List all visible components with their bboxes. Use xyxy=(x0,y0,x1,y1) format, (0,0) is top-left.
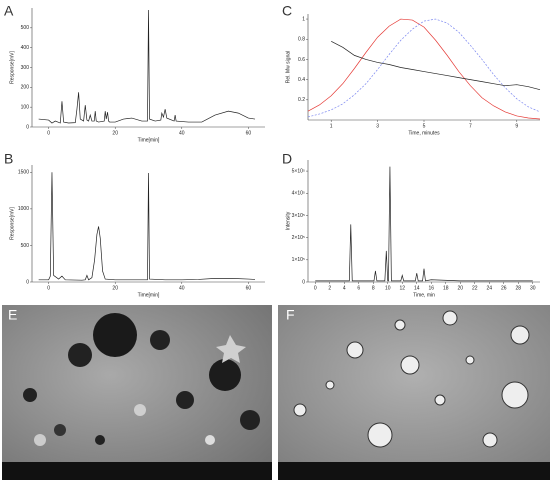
x-tick-label: 12 xyxy=(399,285,405,291)
series-line xyxy=(307,18,541,118)
y-tick-label: 200 xyxy=(21,85,30,91)
y-tick-label: 500 xyxy=(21,25,30,31)
x-axis-label: Time, minutes xyxy=(408,130,440,136)
series-line xyxy=(307,18,541,120)
y-axis-label: Response[mV] xyxy=(9,50,15,83)
y-tick-label: 0.2 xyxy=(298,97,305,103)
x-tick-label: 18 xyxy=(443,285,449,291)
y-tick-label: 1 xyxy=(302,16,305,22)
y-tick-label: 0 xyxy=(302,279,305,285)
x-tick-label: 40 xyxy=(179,130,185,136)
panel-label: A xyxy=(4,3,14,19)
y-tick-label: 1×10⁵ xyxy=(292,257,305,263)
y-tick-label: 4×10⁵ xyxy=(292,191,305,197)
x-tick-label: 22 xyxy=(472,285,478,291)
x-tick-label: 2 xyxy=(328,285,331,291)
x-axis-label: Time[min] xyxy=(138,292,160,298)
x-tick-label: 9 xyxy=(515,123,518,129)
x-axis-label: Time[min] xyxy=(138,137,160,143)
y-axis-label: Intensity xyxy=(285,211,291,230)
x-tick-label: 1 xyxy=(330,123,333,129)
x-tick-label: 14 xyxy=(414,285,420,291)
y-tick-label: 3×10⁵ xyxy=(292,213,305,219)
panel-label: C xyxy=(282,3,292,19)
x-tick-label: 4 xyxy=(343,285,346,291)
y-tick-label: 0.4 xyxy=(298,77,305,83)
series-line xyxy=(315,166,533,282)
y-tick-label: 5×10⁵ xyxy=(292,168,305,174)
series-line xyxy=(38,172,256,281)
sem-image-e: E xyxy=(2,305,272,480)
y-tick-label: 1000 xyxy=(18,206,29,212)
x-tick-label: 20 xyxy=(112,130,118,136)
x-tick-label: 7 xyxy=(469,123,472,129)
x-tick-label: 8 xyxy=(372,285,375,291)
sem-image-f: F xyxy=(278,305,550,480)
y-tick-label: 0.6 xyxy=(298,57,305,63)
x-tick-label: 24 xyxy=(486,285,492,291)
y-axis-label: Response[mV] xyxy=(9,206,15,239)
x-tick-label: 10 xyxy=(385,285,391,291)
y-tick-label: 300 xyxy=(21,65,30,71)
y-tick-label: 0 xyxy=(26,279,29,285)
x-tick-label: 0 xyxy=(47,130,50,136)
y-tick-label: 0.8 xyxy=(298,37,305,43)
panel-label: B xyxy=(4,151,13,167)
x-tick-label: 16 xyxy=(428,285,434,291)
x-tick-label: 20 xyxy=(112,285,118,291)
x-tick-label: 60 xyxy=(246,130,252,136)
y-tick-label: 1500 xyxy=(18,170,29,176)
x-tick-label: 3 xyxy=(376,123,379,129)
series-line xyxy=(331,40,541,91)
x-tick-label: 0 xyxy=(47,285,50,291)
series-line xyxy=(38,9,256,124)
x-tick-label: 40 xyxy=(179,285,185,291)
y-axis-label: Rel. Mw signal xyxy=(285,51,291,84)
x-tick-label: 28 xyxy=(515,285,521,291)
x-axis-label: Time, min xyxy=(413,292,435,298)
panel-label: E xyxy=(8,307,17,323)
x-tick-label: 5 xyxy=(423,123,426,129)
y-tick-label: 2×10⁵ xyxy=(292,235,305,241)
x-tick-label: 0 xyxy=(314,285,317,291)
panel-label: F xyxy=(286,307,295,323)
panel-label: D xyxy=(282,151,292,167)
x-tick-label: 60 xyxy=(246,285,252,291)
y-tick-label: 400 xyxy=(21,45,30,51)
x-tick-label: 26 xyxy=(501,285,507,291)
x-tick-label: 20 xyxy=(457,285,463,291)
x-tick-label: 6 xyxy=(357,285,360,291)
x-tick-label: 30 xyxy=(530,285,536,291)
y-tick-label: 100 xyxy=(21,104,30,110)
y-tick-label: 500 xyxy=(21,243,30,249)
y-tick-label: 0 xyxy=(26,124,29,130)
